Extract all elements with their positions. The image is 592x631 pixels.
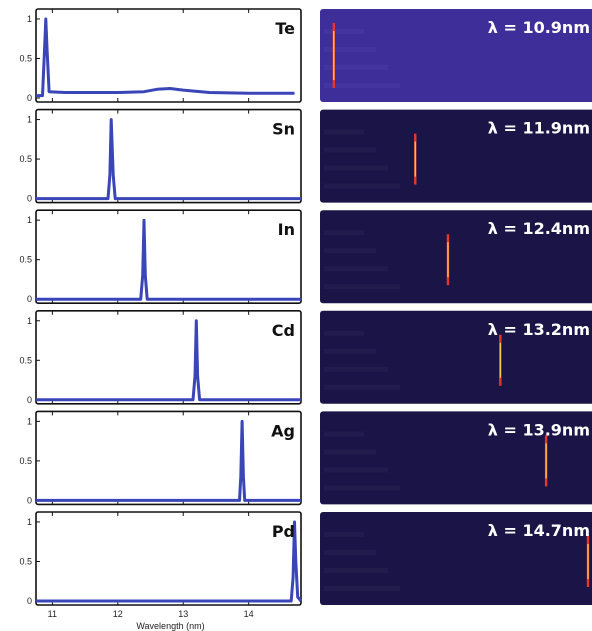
image-texture (324, 550, 376, 555)
image-panel-pd: λ = 14.7nm (320, 512, 592, 605)
image-texture (324, 586, 400, 591)
y-tick-label: 0 (27, 395, 32, 405)
image-texture (324, 130, 364, 135)
plot-frame-cd (35, 309, 302, 405)
series-line-cd (36, 319, 301, 402)
image-texture (324, 331, 364, 336)
image-texture (324, 367, 388, 372)
element-label-sn: Sn (272, 120, 295, 139)
image-background (320, 109, 592, 203)
image-texture (324, 248, 376, 253)
x-tick-label: 11 (48, 609, 57, 619)
image-texture (324, 148, 376, 153)
plot-frame-pd (35, 511, 302, 606)
y-tick-label: 1 (27, 316, 32, 326)
lambda-label-in: λ = 12.4nm (488, 219, 590, 238)
x-tick-label: 14 (244, 609, 254, 619)
series-line-pd (36, 520, 303, 603)
image-texture (324, 532, 364, 537)
y-tick-label: 0.5 (19, 556, 32, 566)
lambda-label-ag: λ = 13.9nm (488, 420, 590, 439)
y-tick-label: 1 (27, 517, 32, 527)
panel-pd: 0 0.5 1 Pd (19, 511, 303, 606)
image-texture (324, 467, 388, 472)
image-panel-ag: λ = 13.9nm (320, 411, 592, 505)
y-tick-label: 1 (27, 115, 32, 125)
plot-frame-in (35, 209, 302, 304)
panel-cd: 0 0.5 1 Cd (19, 309, 302, 405)
image-background (320, 210, 592, 304)
element-label-in: In (278, 220, 295, 239)
series-line-in (36, 218, 301, 301)
image-texture (324, 431, 364, 436)
image-texture (324, 266, 388, 271)
y-tick-label: 0 (27, 596, 32, 606)
plot-frame-ag (35, 410, 302, 506)
y-tick-label: 0.5 (19, 53, 32, 63)
image-panel-in: λ = 12.4nm (320, 210, 592, 304)
image-panel-cd: λ = 13.2nm (320, 310, 592, 404)
panel-in: 0 0.5 1 In (19, 209, 302, 304)
x-tick-label: 12 (113, 609, 123, 619)
y-tick-label: 0 (27, 194, 32, 204)
y-tick-label: 0 (27, 495, 32, 505)
lambda-label-pd: λ = 14.7nm (488, 521, 590, 540)
element-label-ag: Ag (271, 421, 295, 440)
y-tick-label: 0 (27, 294, 32, 304)
panel-te: 0 0.5 1 Te (19, 8, 302, 103)
y-tick-label: 0.5 (19, 456, 32, 466)
y-tick-label: 1 (27, 215, 32, 225)
series-line-sn (36, 118, 301, 201)
y-tick-label: 0.5 (19, 255, 32, 265)
image-background (320, 9, 592, 102)
image-texture (324, 29, 364, 34)
image-background (320, 512, 592, 605)
image-panel-sn: λ = 11.9nm (320, 109, 592, 203)
plot-frame-sn (35, 108, 302, 204)
image-texture (324, 485, 400, 490)
element-label-te: Te (275, 19, 295, 38)
image-texture (324, 349, 376, 354)
image-texture (324, 449, 376, 454)
series-line-ag (36, 419, 301, 502)
image-texture (324, 385, 400, 390)
x-axis-label: Wavelength (nm) (136, 621, 204, 631)
y-tick-label: 0 (27, 93, 32, 103)
image-background (320, 310, 592, 404)
element-label-pd: Pd (272, 522, 295, 541)
lambda-label-te: λ = 10.9nm (488, 18, 590, 37)
y-tick-label: 0.5 (19, 355, 32, 365)
y-tick-label: 1 (27, 416, 32, 426)
image-texture (324, 166, 388, 171)
lambda-label-cd: λ = 13.2nm (488, 320, 590, 339)
image-texture (324, 568, 388, 573)
y-tick-label: 1 (27, 14, 32, 24)
image-panel-te: λ = 10.9nm (320, 9, 592, 102)
plot-frame-te (35, 8, 302, 103)
panel-ag: 0 0.5 1 Ag (19, 410, 302, 506)
image-texture (324, 284, 400, 289)
element-label-cd: Cd (272, 321, 295, 340)
series-line-te (36, 17, 295, 98)
panel-sn: 0 0.5 1 Sn (19, 108, 302, 204)
image-texture (324, 184, 400, 189)
y-tick-label: 0.5 (19, 154, 32, 164)
lambda-label-sn: λ = 11.9nm (488, 119, 590, 138)
image-texture (324, 230, 364, 235)
image-background (320, 411, 592, 505)
x-tick-label: 13 (178, 609, 188, 619)
